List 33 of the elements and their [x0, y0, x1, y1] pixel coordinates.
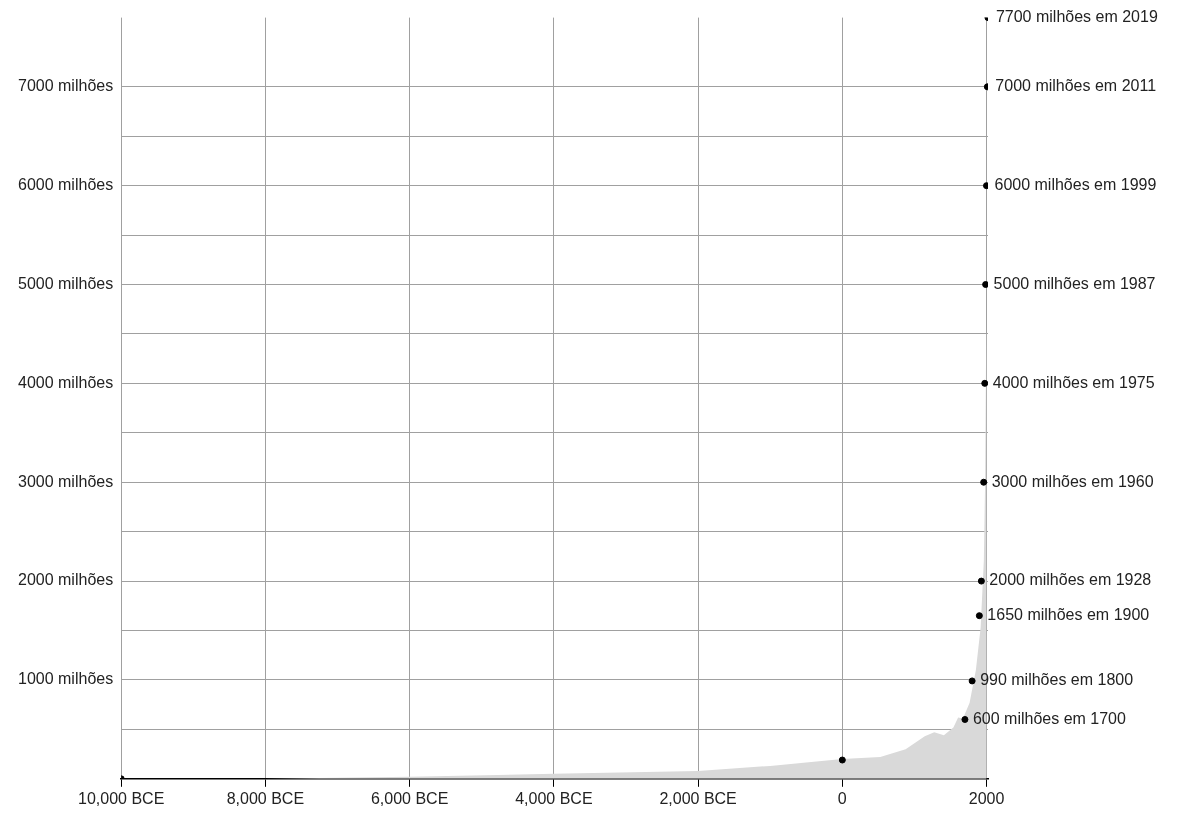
- x-tick-label: 10,000 BCE: [78, 789, 165, 807]
- y-tick-label: 5000 milhões: [18, 274, 114, 292]
- point: [838, 756, 846, 764]
- annotation: 7700 milhões em 2019: [995, 8, 1158, 26]
- annotation: 2000 milhões em 1928: [989, 571, 1152, 589]
- point: [982, 281, 988, 289]
- y-tick-label: 7000 milhões: [18, 77, 114, 95]
- annotation: 6000 milhões em 1999: [994, 176, 1157, 194]
- y-tick-label: 1000 milhões: [18, 670, 114, 688]
- y-tick-label: 2000 milhões: [18, 571, 114, 589]
- annotation: 5000 milhões em 1987: [993, 274, 1156, 292]
- annotation: 1650 milhões em 1900: [987, 606, 1150, 624]
- y-tick-label: 6000 milhões: [18, 176, 114, 194]
- point: [977, 577, 985, 585]
- point: [982, 182, 988, 190]
- x-tick-label: 8,000 BCE: [226, 789, 305, 807]
- x-tick-label: 0: [837, 789, 847, 807]
- point: [981, 379, 988, 387]
- annotation: 4000 milhões em 1975: [992, 373, 1155, 391]
- y-tick-label: 3000 milhões: [18, 472, 114, 490]
- x-tick-label: 6,000 BCE: [370, 789, 449, 807]
- point: [980, 478, 988, 486]
- point: [968, 677, 976, 685]
- x-tick-label: 2,000 BCE: [659, 789, 737, 807]
- annotation: 990 milhões em 1800: [980, 671, 1134, 689]
- x-tick-label: 2000: [968, 789, 1005, 807]
- y-tick-label: 4000 milhões: [18, 373, 114, 391]
- point: [975, 612, 983, 620]
- annotation: 600 milhões em 1700: [972, 709, 1127, 727]
- point: [961, 715, 969, 723]
- x-tick-label: 4,000 BCE: [515, 789, 593, 807]
- annotation: 3000 milhões em 1960: [991, 472, 1154, 490]
- annotation: 7000 milhões em 2011: [995, 77, 1157, 95]
